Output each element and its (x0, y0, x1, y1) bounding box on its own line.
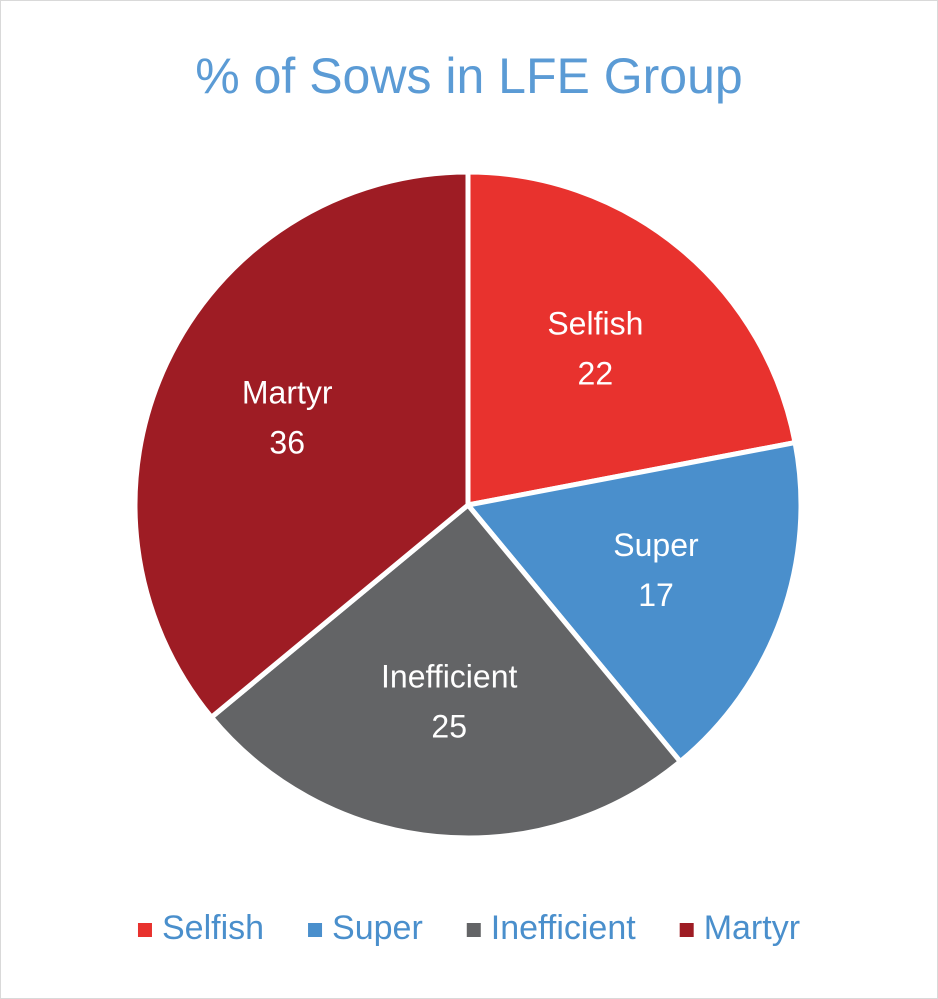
data-label-name: Inefficient (381, 658, 518, 694)
chart-title: % of Sows in LFE Group (195, 48, 742, 104)
legend-swatch (137, 923, 152, 937)
legend-label: Super (332, 909, 423, 947)
legend-swatch (679, 923, 694, 937)
pie-slice (208, 502, 683, 841)
legend: Selfish Super Inefficient Martyr (137, 909, 800, 947)
legend-label: Martyr (704, 909, 800, 947)
pie-slice (465, 440, 804, 765)
pie-slice (132, 169, 471, 720)
legend-label: Inefficient (491, 909, 636, 947)
data-label-name: Selfish (547, 306, 643, 342)
data-label-value: 36 (269, 424, 305, 460)
data-label-value: 25 (431, 708, 467, 744)
legend-swatch (466, 923, 481, 937)
data-label-value: 17 (638, 577, 674, 613)
pie-slice (465, 169, 798, 508)
data-label-name: Super (613, 527, 699, 563)
data-label-value: 22 (578, 356, 614, 392)
legend-swatch (308, 923, 323, 937)
legend-label: Selfish (162, 909, 264, 947)
data-label-name: Martyr (242, 374, 333, 410)
